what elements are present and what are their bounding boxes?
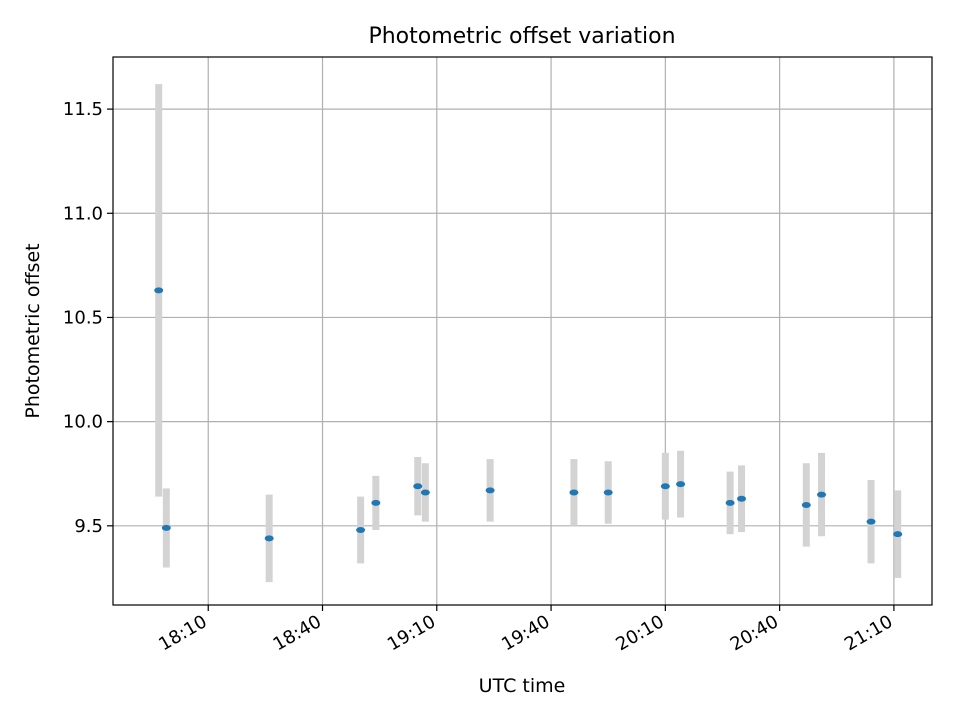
data-point bbox=[413, 483, 423, 490]
data-point bbox=[801, 501, 811, 508]
data-points bbox=[154, 287, 903, 542]
data-point bbox=[371, 499, 381, 506]
y-tick-label: 9.5 bbox=[74, 516, 103, 537]
x-tick-label: 19:10 bbox=[384, 611, 439, 655]
data-point bbox=[485, 487, 495, 494]
x-tick-label: 21:10 bbox=[841, 611, 896, 655]
error-bars bbox=[155, 84, 902, 583]
axis-ticks: 18:10 18:40 19:10 19:40 20:10 20:40 21:10 9.5 10… bbox=[63, 99, 896, 655]
x-tick-label: 20:10 bbox=[612, 611, 667, 655]
y-tick-label: 10.0 bbox=[63, 412, 103, 433]
data-point bbox=[725, 499, 735, 506]
x-tick-label: 20:40 bbox=[727, 611, 782, 655]
y-axis-label: Photometric offset bbox=[22, 243, 44, 418]
data-point bbox=[660, 483, 670, 490]
data-point bbox=[264, 535, 274, 542]
data-point bbox=[569, 489, 579, 496]
x-tick-label: 18:40 bbox=[270, 611, 325, 655]
data-point bbox=[676, 481, 686, 488]
y-tick-label: 10.5 bbox=[63, 307, 103, 328]
data-point bbox=[356, 526, 366, 533]
data-point bbox=[161, 524, 171, 531]
data-point bbox=[817, 491, 827, 498]
data-point bbox=[866, 518, 876, 525]
data-point bbox=[893, 531, 903, 538]
y-tick-label: 11.0 bbox=[63, 203, 103, 224]
y-tick-label: 11.5 bbox=[63, 99, 103, 120]
x-tick-label: 18:10 bbox=[155, 611, 210, 655]
plot-frame bbox=[112, 56, 933, 606]
x-tick-label: 19:40 bbox=[498, 611, 553, 655]
x-axis-label: UTC time bbox=[479, 675, 566, 697]
grid-lines bbox=[113, 57, 932, 605]
data-point bbox=[603, 489, 613, 496]
data-point bbox=[737, 495, 747, 502]
chart-title: Photometric offset variation bbox=[368, 24, 675, 49]
data-point bbox=[154, 287, 164, 294]
data-point bbox=[420, 489, 430, 496]
